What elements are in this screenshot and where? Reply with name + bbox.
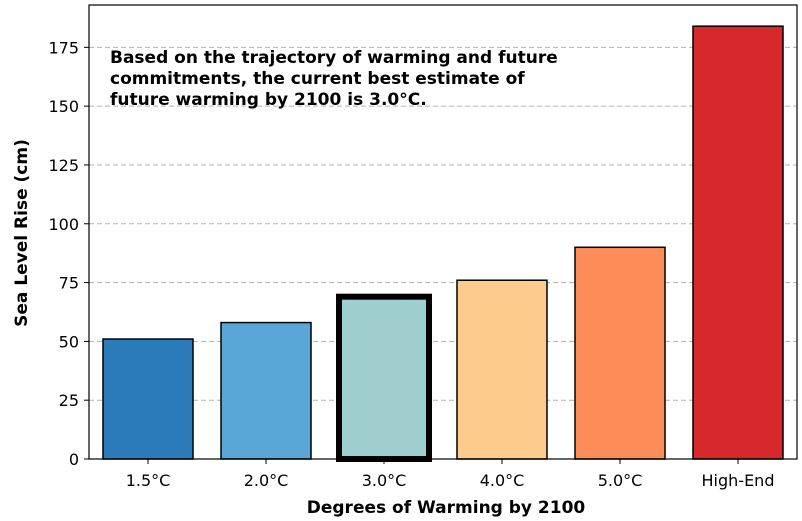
x-tick-label: 1.5°C [126,471,171,490]
y-tick-label: 0 [69,450,79,469]
y-tick-label: 125 [48,156,79,175]
bars [102,25,784,462]
x-tick-label: 5.0°C [598,471,643,490]
bar [102,338,194,460]
bar [692,25,784,460]
y-tick-label: 75 [59,274,79,293]
grid-lines [89,46,797,401]
annotation-text: Based on the trajectory of warming and f… [110,48,558,110]
x-tick-label: 4.0°C [480,471,525,490]
x-axis-label: Degrees of Warming by 2100 [307,498,586,518]
x-tick-label: 3.0°C [362,471,407,490]
x-tick-label: High-End [702,471,775,490]
x-tick-label: 2.0°C [244,471,289,490]
y-tick-label: 25 [59,391,79,410]
y-tick-label: 175 [48,38,79,57]
y-tick-label: 50 [59,332,79,351]
plot-frame [88,4,798,460]
bar [456,279,548,460]
annotation-line: commitments, the current best estimate o… [110,69,525,89]
y-axis-label: Sea Level Rise (cm) [12,139,32,327]
annotation-line: future warming by 2100 is 3.0°C. [110,90,427,110]
annotation-line: Based on the trajectory of warming and f… [110,48,558,68]
y-tick-label: 150 [48,97,79,116]
x-axis-ticks: 1.5°C 2.0°C 3.0°C 4.0°C 5.0°C High-End [126,459,775,490]
bar [574,246,666,460]
bar [220,321,312,460]
bar-highlighted [336,293,432,462]
y-axis-ticks: 0 25 50 75 100 125 150 175 [48,38,89,469]
y-tick-label: 100 [48,215,79,234]
